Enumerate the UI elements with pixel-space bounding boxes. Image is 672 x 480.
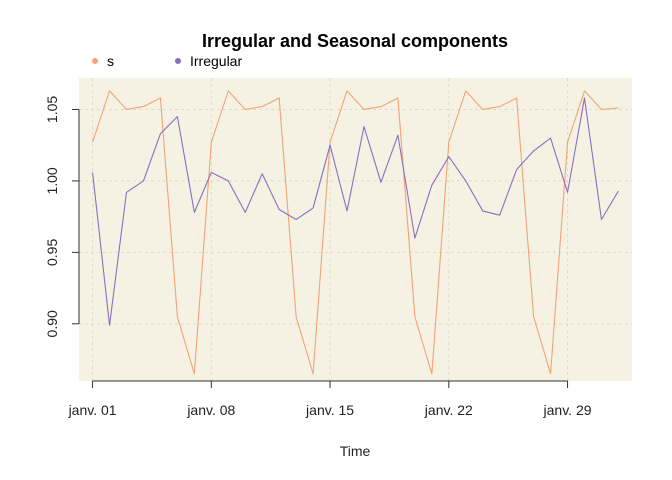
y-tick-label-3: 1.05 [44, 96, 60, 123]
x-tick-label-1: janv. 08 [186, 402, 235, 418]
legend-label-irregular: Irregular [190, 53, 242, 69]
series-line-irregular [92, 97, 619, 326]
y-tick-label-2: 1.00 [44, 167, 60, 194]
x-tick-label-4: janv. 29 [543, 402, 592, 418]
legend-marker-s [92, 58, 98, 64]
x-axis: janv. 01 janv. 08 janv. 15 janv. 22 janv. 29 [68, 380, 592, 418]
grid [79, 78, 632, 381]
series-layer [92, 90, 619, 375]
legend: s Irregular [92, 53, 242, 69]
x-axis-label: Time [340, 443, 371, 459]
chart-title: Irregular and Seasonal components [202, 31, 508, 51]
x-tick-label-3: janv. 22 [424, 402, 473, 418]
legend-marker-irregular [175, 58, 181, 64]
y-tick-label-0: 0.90 [44, 310, 60, 337]
y-tick-label-1: 0.95 [44, 239, 60, 266]
series-line-s [92, 90, 619, 375]
x-tick-label-2: janv. 15 [305, 402, 354, 418]
y-axis: 0.90 0.95 1.00 1.05 [44, 96, 80, 337]
x-tick-label-0: janv. 01 [68, 402, 117, 418]
legend-label-s: s [107, 53, 114, 69]
